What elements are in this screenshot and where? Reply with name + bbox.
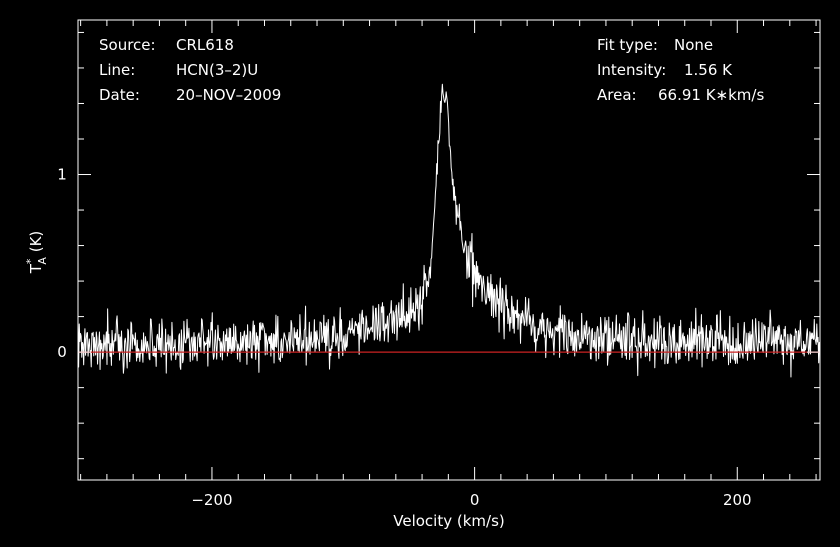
spectrum-line [77, 83, 821, 378]
source-key: Source: [99, 36, 156, 54]
intensity-key: Intensity: [597, 61, 666, 79]
line-value: HCN(3–2)U [176, 61, 258, 79]
area-key: Area: [597, 86, 637, 104]
y-axis-title: T*A (K) [24, 231, 49, 275]
axis-ticks: −200 0 200 0 1 [57, 20, 820, 509]
intensity-value: 1.56 K [684, 61, 733, 79]
y-tick-label: 0 [57, 343, 67, 361]
source-value: CRL618 [176, 36, 234, 54]
y-axis-title-unit: (K) [27, 231, 45, 257]
line-key: Line: [99, 61, 135, 79]
y-axis-title-sup: * [24, 258, 37, 264]
y-tick-label: 1 [57, 166, 67, 184]
plot-frame [77, 19, 821, 481]
area-value: 66.91 K∗km/s [658, 86, 764, 104]
fit-type-value: None [674, 36, 713, 54]
y-axis-title-sub: A [36, 257, 49, 265]
spectrum-layer [77, 83, 821, 378]
x-tick-label: −200 [191, 491, 232, 509]
date-value: 20–NOV–2009 [176, 86, 281, 104]
svg-text:T*A (K): T*A (K) [24, 231, 49, 275]
x-tick-label: 0 [470, 491, 480, 509]
x-tick-label: 200 [723, 491, 752, 509]
x-axis-title: Velocity (km/s) [393, 512, 504, 530]
y-axis-title-base: T [27, 263, 45, 274]
fit-type-key: Fit type: [597, 36, 658, 54]
date-key: Date: [99, 86, 140, 104]
